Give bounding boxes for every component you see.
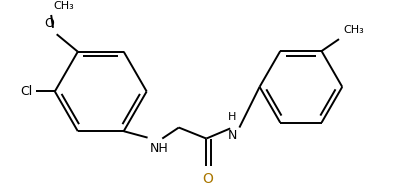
Text: CH₃: CH₃ <box>53 1 74 11</box>
Text: CH₃: CH₃ <box>343 25 364 35</box>
Text: O: O <box>203 172 214 186</box>
Text: O: O <box>44 17 54 30</box>
Text: NH: NH <box>149 142 168 155</box>
Text: Cl: Cl <box>21 85 33 98</box>
Text: N: N <box>227 129 237 142</box>
Text: H: H <box>228 112 236 122</box>
